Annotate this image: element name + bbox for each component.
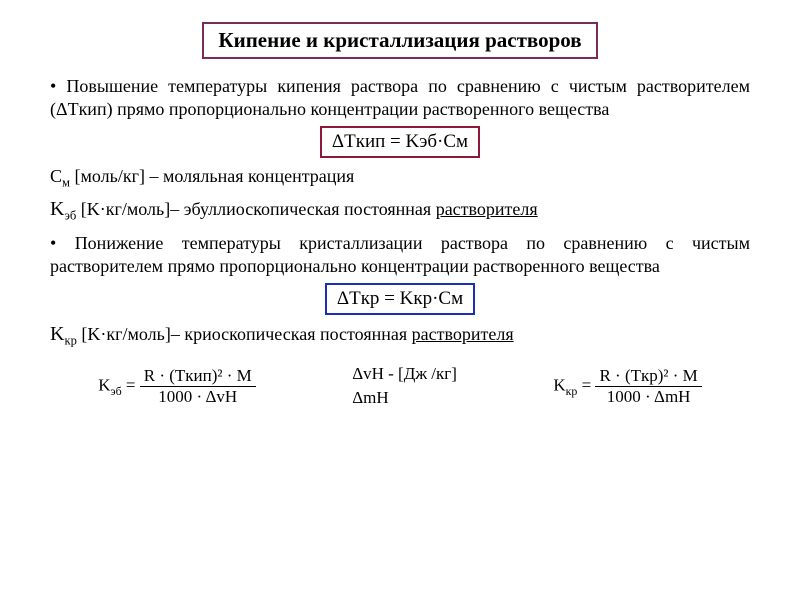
mid2: ΔmH xyxy=(352,386,457,410)
formula2-text: ΔTкр = Kкр·Cм xyxy=(337,288,463,309)
keb-sym: K xyxy=(50,198,64,220)
keb-lhs-sub: эб xyxy=(110,383,121,397)
eq-sign-1: = xyxy=(122,375,140,394)
section1-paragraph: Повышение температуры кипения раствора п… xyxy=(50,75,750,122)
kkr-sub: кр xyxy=(64,333,76,347)
keb-tail: растворителя xyxy=(436,199,538,219)
keb-desc: – эбуллиоскопическая постоянная xyxy=(170,199,435,219)
equations-row: Kэб = R · (Tкип)² · M1000 · ΔvH ΔvH - [Д… xyxy=(50,362,750,410)
keb-frac: R · (Tкип)² · M1000 · ΔvH xyxy=(140,366,256,407)
section2-paragraph: Понижение температуры кристаллизации рас… xyxy=(50,232,750,279)
formula1-text: ΔTкип = Kэб·Cм xyxy=(332,131,468,152)
kkr-lhs-sub: кр xyxy=(566,383,578,397)
formula2-box: ΔTкр = Kкр·Cм xyxy=(325,283,475,315)
section1-text: Повышение температуры кипения раствора п… xyxy=(50,76,750,119)
kkr-frac: R · (Tкр)² · M1000 · ΔmH xyxy=(595,366,701,407)
section2-text: Понижение температуры кристаллизации рас… xyxy=(50,233,750,276)
kkr-lhs: K xyxy=(553,375,565,394)
keb-lhs: K xyxy=(98,375,110,394)
kkr-sym: K xyxy=(50,323,64,345)
def-kkr: Kкр [K·кг/моль]– криоскопическая постоян… xyxy=(50,323,750,349)
def-keb: Kэб [K·кг/моль]– эбуллиоскопическая пост… xyxy=(50,198,750,224)
kkr-desc: – криоскопическая постоянная xyxy=(171,324,412,344)
page-title: Кипение и кристаллизация растворов xyxy=(202,22,597,59)
keb-unit: [K·кг/моль] xyxy=(76,199,170,219)
cm-sub: м xyxy=(62,175,70,189)
mid1: ΔvH - [Дж /кг] xyxy=(352,362,457,386)
cm-unit: [моль/кг] xyxy=(70,166,149,186)
formula1-row: ΔTкип = Kэб·Cм xyxy=(50,126,750,158)
eq-kkr: Kкр = R · (Tкр)² · M1000 · ΔmH xyxy=(553,366,701,407)
title-text: Кипение и кристаллизация растворов xyxy=(218,28,581,52)
eq-keb: Kэб = R · (Tкип)² · M1000 · ΔvH xyxy=(98,366,256,407)
eq-mid: ΔvH - [Дж /кг] ΔmH xyxy=(352,362,457,410)
keb-sub: эб xyxy=(64,209,76,223)
keb-num: R · (Tкип)² · M xyxy=(140,366,256,387)
kkr-tail: растворителя xyxy=(412,324,514,344)
keb-den: 1000 · ΔvH xyxy=(140,387,256,407)
formula2-row: ΔTкр = Kкр·Cм xyxy=(50,283,750,315)
cm-sym: C xyxy=(50,166,62,186)
cm-desc: – моляльная концентрация xyxy=(149,166,354,186)
def-cm: Cм [моль/кг] – моляльная концентрация xyxy=(50,166,750,191)
kkr-den: 1000 · ΔmH xyxy=(595,387,701,407)
kkr-unit: [K·кг/моль] xyxy=(77,324,171,344)
eq-sign-2: = xyxy=(577,375,595,394)
formula1-box: ΔTкип = Kэб·Cм xyxy=(320,126,480,158)
kkr-num: R · (Tкр)² · M xyxy=(595,366,701,387)
